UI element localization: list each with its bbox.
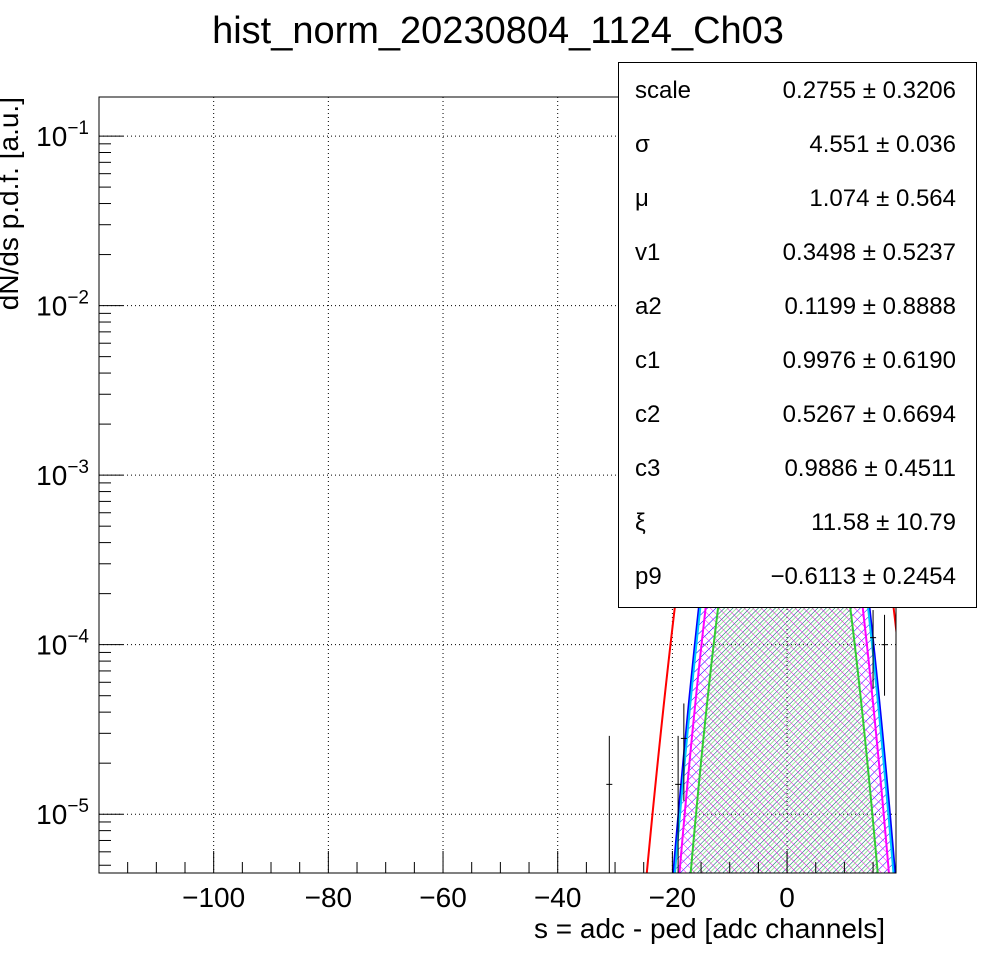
curve-fill-4: [690, 343, 878, 873]
x-tick-label: −40: [534, 882, 582, 913]
axis-layer: −100 −80 −60 −40 −20 0 10−1 10−2 10−3 10−4 10−5: [36, 118, 874, 913]
stat-value: 0.1199 ± 0.8888: [784, 293, 956, 320]
y-tick-label: 10−4: [36, 627, 89, 661]
fit-stats-box: scale 0.2755 ± 0.3206 σ 4.551 ± 0.036 μ …: [618, 62, 977, 608]
stat-value: −0.6113 ± 0.2454: [770, 563, 956, 590]
stat-value: 0.9886 ± 0.4511: [784, 455, 956, 482]
stat-name: a2: [635, 293, 662, 320]
x-tick-label: −100: [182, 882, 245, 913]
chart-title: hist_norm_20230804_1124_Ch03: [212, 10, 784, 52]
stat-row-a2: a2 0.1199 ± 0.8888: [619, 279, 976, 333]
stat-value: 0.9976 ± 0.6190: [782, 347, 956, 374]
x-tick-label: −80: [305, 882, 353, 913]
stat-name: c2: [635, 401, 661, 428]
x-tick-label: −60: [419, 882, 467, 913]
stat-row-sigma: σ 4.551 ± 0.036: [619, 117, 976, 171]
x-tick-label: 0: [779, 882, 795, 913]
y-tick-label: 10−5: [36, 796, 89, 830]
stat-value: 0.2755 ± 0.3206: [782, 77, 956, 104]
stat-name: c1: [635, 347, 661, 374]
stat-name: c3: [635, 455, 661, 482]
stat-name: σ: [635, 131, 650, 158]
y-tick-label: 10−3: [36, 457, 89, 491]
stat-row-mu: μ 1.074 ± 0.564: [619, 171, 976, 225]
stat-value: 4.551 ± 0.036: [809, 131, 956, 158]
stat-value: 11.58 ± 10.79: [811, 509, 956, 536]
y-tick-label: 10−2: [36, 288, 89, 322]
stat-name: ξ: [635, 509, 646, 536]
stat-row-xi: ξ 11.58 ± 10.79: [619, 495, 976, 549]
stat-name: μ: [635, 185, 649, 212]
stat-name: v1: [635, 239, 661, 266]
stat-value: 0.5267 ± 0.6694: [782, 401, 956, 428]
y-tick-label: 10−1: [36, 118, 89, 152]
x-tick-label: −20: [649, 882, 697, 913]
stat-row-c2: c2 0.5267 ± 0.6694: [619, 387, 976, 441]
stat-name: scale: [635, 77, 692, 104]
x-axis-label: s = adc - ped [adc channels]: [534, 913, 885, 944]
stat-row-c1: c1 0.9976 ± 0.6190: [619, 333, 976, 387]
stat-row-v1: v1 0.3498 ± 0.5237: [619, 225, 976, 279]
stat-name: p9: [635, 563, 662, 590]
stat-value: 0.3498 ± 0.5237: [782, 239, 956, 266]
stat-row-p9: p9 −0.6113 ± 0.2454: [619, 549, 976, 603]
stat-row-c3: c3 0.9886 ± 0.4511: [619, 441, 976, 495]
data-points-layer: [606, 610, 888, 873]
y-axis-label: dN/ds p.d.f. [a.u.]: [0, 97, 24, 310]
stat-value: 1.074 ± 0.564: [809, 185, 956, 212]
stat-row-scale: scale 0.2755 ± 0.3206: [619, 63, 976, 117]
